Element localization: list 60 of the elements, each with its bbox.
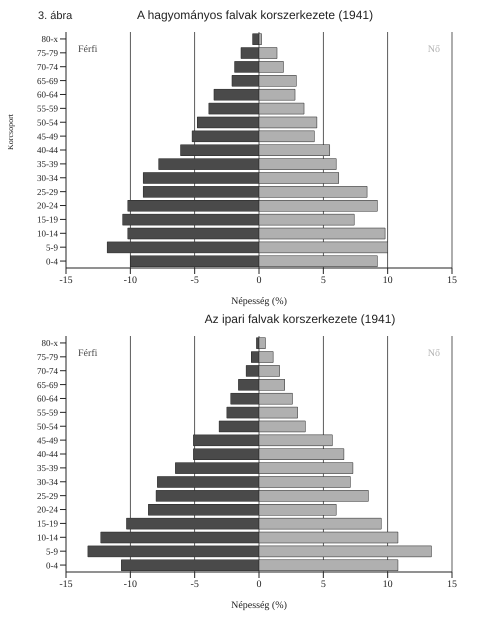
y-tick-label: 0-4	[46, 560, 58, 570]
y-tick-label: 80-x	[42, 338, 58, 348]
x-tick-label: 0	[256, 579, 262, 590]
y-tick-label: 15-19	[37, 214, 58, 225]
y-tick-label: 35-39	[37, 463, 58, 474]
y-tick-label: 50-54	[37, 117, 58, 128]
bar	[258, 337, 266, 349]
x-axis-title: Népesség (%)	[231, 600, 287, 611]
y-tick-label: 10-14	[37, 532, 58, 542]
y-tick-label: 60-64	[37, 90, 58, 100]
chart-title: A hagyományos falvak korszerkezete (1941)	[136, 8, 374, 22]
x-tick-label: -10	[124, 579, 138, 590]
y-tick-label: 40-44	[37, 145, 58, 156]
y-tick-label: 10-14	[37, 228, 58, 238]
x-tick-label: 5	[320, 275, 326, 286]
y-tick-label: 65-69	[37, 76, 58, 86]
y-tick-label: 25-29	[37, 186, 58, 197]
y-tick-label: 80-x	[42, 34, 58, 44]
y-tick-label: 70-74	[37, 366, 58, 376]
y-tick-label: 40-44	[37, 449, 58, 460]
y-tick-label: 30-34	[37, 476, 58, 487]
y-tick-label: 70-74	[37, 62, 58, 72]
y-tick-label: 5-9	[46, 546, 58, 556]
y-tick-label: 50-54	[37, 421, 58, 432]
y-tick-label: 75-79	[37, 352, 58, 362]
y-tick-label: 55-59	[37, 104, 58, 114]
y-tick-label: 25-29	[37, 490, 58, 501]
y-tick-label: 5-9	[46, 242, 58, 252]
x-tick-label: -15	[59, 579, 73, 590]
y-tick-label: 0-4	[46, 256, 58, 266]
x-tick-label: 0	[256, 275, 262, 286]
chart-title: Az ipari falvak korszerkezete (1941)	[204, 312, 396, 326]
x-tick-label: 15	[447, 275, 457, 286]
x-tick-label: 5	[320, 579, 326, 590]
y-tick-label: 15-19	[37, 518, 58, 529]
x-tick-label: -15	[59, 275, 73, 286]
y-tick-label: 35-39	[37, 159, 58, 170]
x-axis-title: Népesség (%)	[231, 296, 287, 307]
y-axis-title: Korcsoport	[6, 113, 15, 150]
bar	[252, 33, 260, 45]
y-tick-label: 45-49	[37, 435, 58, 446]
text: Nő	[428, 348, 440, 359]
x-tick-label: 15	[447, 579, 457, 590]
x-tick-label: -10	[124, 275, 138, 286]
y-tick-label: 20-24	[37, 200, 58, 211]
x-tick-label: -5	[190, 275, 199, 286]
x-tick-label: -5	[190, 579, 199, 590]
text: Nő	[428, 44, 440, 55]
y-tick-label: 75-79	[37, 48, 58, 58]
y-tick-label: 65-69	[37, 380, 58, 390]
text: Férfi	[78, 44, 98, 55]
y-tick-label: 20-24	[37, 504, 58, 515]
x-tick-label: 10	[382, 579, 393, 590]
y-tick-label: 55-59	[37, 408, 58, 418]
text: 3. ábra	[38, 10, 72, 22]
x-tick-label: 10	[382, 275, 393, 286]
text: Férfi	[78, 348, 98, 359]
y-tick-label: 60-64	[37, 394, 58, 404]
y-tick-label: 45-49	[37, 131, 58, 142]
y-tick-label: 30-34	[37, 172, 58, 183]
